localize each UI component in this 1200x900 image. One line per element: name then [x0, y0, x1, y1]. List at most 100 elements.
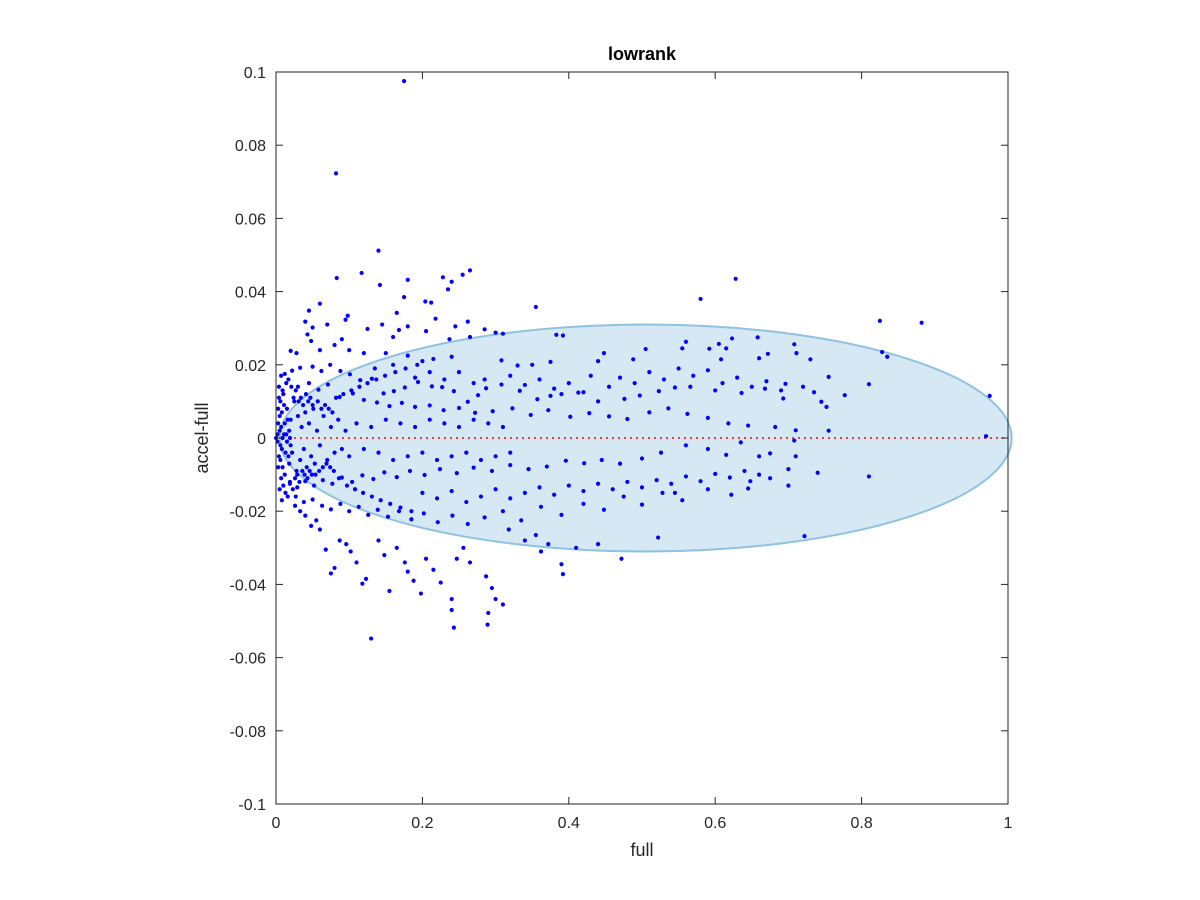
- data-point: [454, 556, 459, 561]
- data-point: [423, 556, 429, 561]
- data-point: [399, 400, 405, 405]
- data-point: [310, 364, 315, 369]
- data-point: [427, 417, 432, 422]
- data-point: [374, 400, 380, 405]
- data-point: [919, 320, 924, 325]
- data-point: [293, 388, 298, 393]
- data-point: [554, 332, 559, 337]
- points-layer: [273, 79, 992, 641]
- data-point: [449, 454, 454, 459]
- data-point: [292, 503, 298, 508]
- data-point: [349, 388, 354, 393]
- data-point: [482, 515, 487, 520]
- data-point: [357, 384, 362, 389]
- data-point: [691, 373, 696, 378]
- data-point: [606, 414, 612, 419]
- data-point: [324, 461, 329, 466]
- data-point: [449, 607, 454, 613]
- data-point: [292, 399, 297, 404]
- data-point: [298, 457, 303, 463]
- data-point: [317, 468, 322, 474]
- data-point: [394, 545, 399, 550]
- data-point: [727, 475, 732, 480]
- data-point: [559, 512, 564, 517]
- data-point: [317, 301, 323, 306]
- data-point: [420, 490, 425, 495]
- data-point: [560, 572, 566, 577]
- data-point: [683, 474, 689, 479]
- data-point: [786, 483, 791, 488]
- data-point: [683, 339, 689, 344]
- data-point: [412, 375, 418, 380]
- data-point: [371, 476, 376, 482]
- data-point: [294, 468, 299, 474]
- data-point: [328, 424, 333, 430]
- data-point: [658, 450, 664, 455]
- data-point: [705, 415, 710, 420]
- x-tick-label: 0.6: [704, 815, 726, 832]
- data-point: [385, 514, 391, 519]
- data-point: [467, 268, 473, 273]
- data-point: [483, 574, 489, 579]
- data-point: [660, 490, 665, 495]
- data-point: [718, 357, 724, 362]
- data-point: [500, 331, 506, 336]
- data-point: [317, 443, 323, 448]
- data-point: [482, 377, 487, 382]
- data-point: [282, 472, 287, 477]
- data-point: [405, 569, 410, 574]
- data-point: [278, 443, 283, 448]
- data-point: [429, 384, 435, 389]
- data-point: [546, 408, 551, 413]
- data-point: [625, 416, 630, 422]
- data-point: [309, 338, 314, 344]
- data-point: [391, 334, 396, 340]
- data-point: [716, 341, 721, 347]
- data-point: [647, 410, 652, 415]
- data-point: [508, 496, 513, 501]
- data-point: [294, 350, 299, 356]
- data-point: [792, 342, 797, 347]
- data-point: [415, 379, 421, 385]
- data-point: [471, 465, 476, 470]
- y-tick-label: 0: [257, 431, 266, 448]
- data-point: [482, 327, 487, 332]
- data-point: [297, 479, 302, 485]
- data-point: [292, 476, 298, 481]
- data-point: [778, 388, 784, 393]
- data-point: [698, 296, 703, 302]
- data-point: [405, 353, 410, 358]
- data-point: [427, 403, 432, 408]
- data-point: [365, 326, 370, 332]
- data-point: [423, 299, 428, 304]
- data-point: [347, 509, 352, 514]
- data-point: [885, 354, 890, 359]
- data-point: [800, 384, 806, 389]
- data-point: [793, 428, 798, 433]
- data-point: [352, 487, 358, 492]
- data-point: [877, 318, 883, 323]
- data-point: [409, 509, 414, 514]
- data-point: [447, 337, 452, 342]
- data-point: [631, 357, 636, 362]
- data-point: [305, 332, 310, 337]
- y-tick-label: -0.06: [230, 651, 267, 668]
- data-point: [729, 492, 734, 497]
- data-point: [438, 580, 443, 585]
- data-point: [639, 502, 645, 507]
- data-point: [289, 384, 294, 389]
- data-point: [374, 377, 379, 382]
- data-point: [486, 610, 491, 616]
- x-axis-label: full: [630, 840, 653, 860]
- data-point: [325, 457, 330, 463]
- data-point: [566, 483, 571, 488]
- data-point: [654, 477, 659, 483]
- data-point: [548, 393, 553, 399]
- data-point: [344, 483, 350, 488]
- data-point: [537, 485, 542, 490]
- data-point: [802, 533, 807, 539]
- data-point: [279, 373, 284, 378]
- data-point: [363, 576, 369, 582]
- data-point: [768, 451, 773, 456]
- data-point: [284, 432, 289, 437]
